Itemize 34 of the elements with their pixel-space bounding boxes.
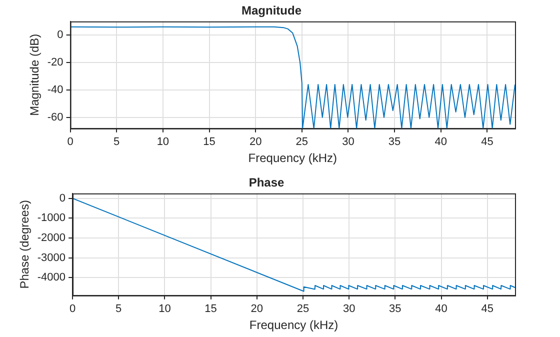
- x-tick-label: 30: [342, 303, 356, 316]
- y-tick-label: -2000: [37, 232, 66, 244]
- x-tick-label: 15: [204, 303, 217, 316]
- x-tick-label: 25: [296, 303, 310, 316]
- x-tick-label: 35: [388, 136, 401, 148]
- y-tick-label: -3000: [37, 252, 66, 264]
- y-axis-title: Phase (degrees): [18, 200, 32, 289]
- y-tick-label: 0: [59, 192, 66, 204]
- x-tick-label: 0: [69, 303, 76, 316]
- chart-title: Magnitude: [242, 4, 302, 18]
- y-tick-label: -40: [47, 84, 64, 96]
- x-axis-title: Frequency (kHz): [249, 318, 338, 332]
- x-tick-label: 35: [389, 303, 402, 316]
- y-tick-label: -20: [47, 56, 64, 69]
- y-tick-label: -60: [47, 111, 64, 124]
- y-axis-title: Magnitude (dB): [28, 34, 42, 116]
- x-tick-label: 20: [250, 303, 264, 316]
- x-tick-label: 30: [342, 136, 354, 148]
- x-tick-label: 20: [249, 136, 262, 148]
- x-tick-label: 25: [296, 136, 308, 148]
- y-tick-label: 0: [57, 29, 64, 42]
- y-tick-label: -1000: [37, 212, 66, 224]
- x-tick-label: 40: [435, 303, 448, 316]
- x-tick-label: 45: [481, 303, 494, 316]
- x-tick-label: 10: [156, 136, 170, 148]
- x-axis-title: Frequency (kHz): [248, 151, 337, 166]
- x-tick-label: 5: [114, 136, 120, 148]
- y-tick-label: -4000: [37, 272, 66, 284]
- x-tick-label: 5: [116, 303, 122, 316]
- x-tick-label: 45: [481, 136, 494, 148]
- chart-title: Phase: [248, 176, 284, 190]
- x-tick-label: 40: [434, 136, 448, 148]
- x-tick-label: 15: [203, 136, 216, 148]
- x-tick-label: 10: [158, 303, 171, 316]
